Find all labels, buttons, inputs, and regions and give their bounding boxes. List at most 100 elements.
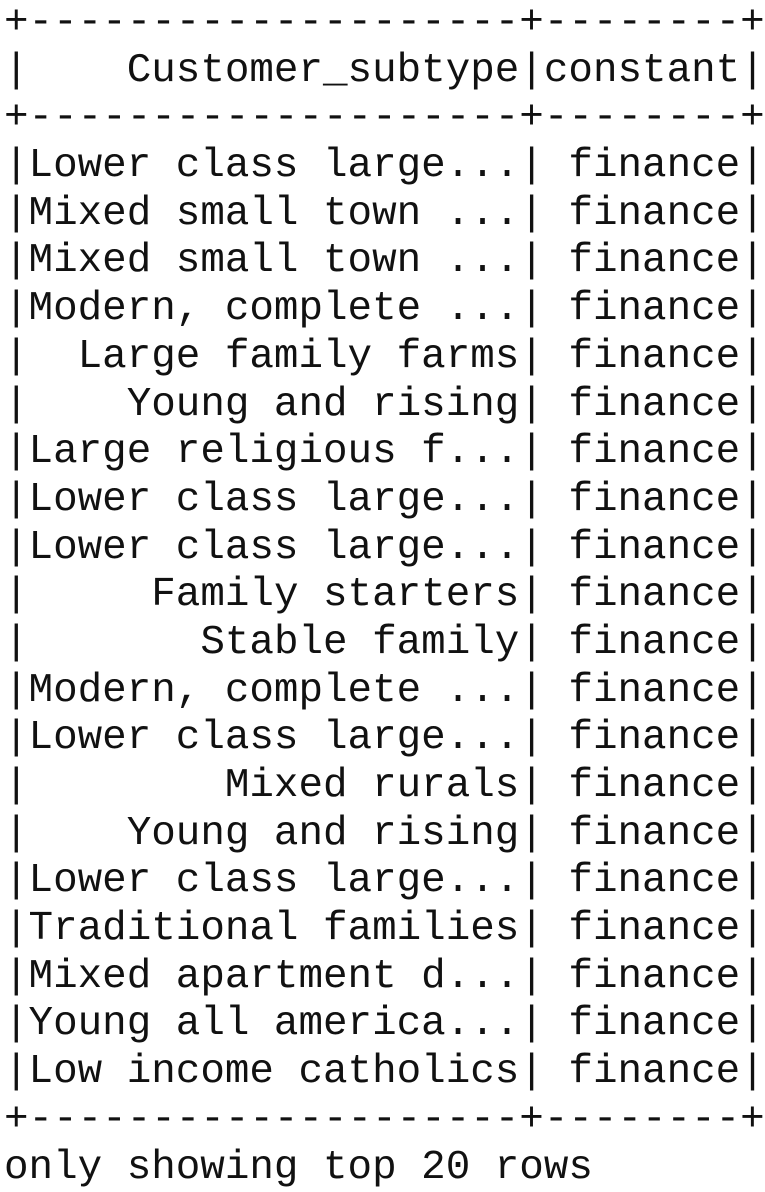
table-row: | Stable family| finance|	[4, 620, 765, 668]
column-separator: |	[740, 382, 765, 428]
column-separator: |	[519, 858, 544, 904]
cell-pad	[544, 763, 569, 809]
table-row: |Mixed apartment d...| finance|	[4, 954, 765, 1002]
cell-constant: finance	[568, 1049, 740, 1095]
cell-constant: finance	[568, 286, 740, 332]
table-row: |Low income catholics| finance|	[4, 1049, 765, 1097]
cell-customer-subtype: Low income catholics	[29, 1049, 520, 1095]
column-separator: |	[519, 477, 544, 523]
cell-pad	[29, 572, 152, 618]
column-separator: |	[519, 620, 544, 666]
table-row: |Lower class large...| finance|	[4, 525, 765, 573]
column-separator: |	[519, 48, 544, 94]
column-separator: |	[4, 429, 29, 475]
table-row: | Large family farms| finance|	[4, 334, 765, 382]
column-separator: |	[519, 525, 544, 571]
table-row: | Young and rising| finance|	[4, 811, 765, 859]
cell-constant: finance	[568, 429, 740, 475]
column-separator: |	[519, 382, 544, 428]
column-separator: |	[519, 334, 544, 380]
cell-pad	[544, 191, 569, 237]
table-row: | Family starters| finance|	[4, 572, 765, 620]
table-row: |Large religious f...| finance|	[4, 429, 765, 477]
column-separator: |	[4, 668, 29, 714]
cell-customer-subtype: Young and rising	[127, 811, 520, 857]
column-separator: |	[519, 286, 544, 332]
cell-pad	[544, 858, 569, 904]
column-separator: |	[519, 906, 544, 952]
cell-customer-subtype: Large religious f...	[29, 429, 520, 475]
table-row: | Mixed rurals| finance|	[4, 763, 765, 811]
cell-pad	[544, 477, 569, 523]
cell-pad	[544, 668, 569, 714]
table-row: |Mixed small town ...| finance|	[4, 238, 765, 286]
column-separator: |	[519, 715, 544, 761]
cell-customer-subtype: Mixed small town ...	[29, 191, 520, 237]
column-separator: |	[740, 1001, 765, 1047]
cell-constant: finance	[568, 143, 740, 189]
cell-customer-subtype: Young all america...	[29, 1001, 520, 1047]
cell-customer-subtype: Young and rising	[127, 382, 520, 428]
header-pad	[29, 48, 127, 94]
column-separator: |	[740, 572, 765, 618]
cell-customer-subtype: Lower class large...	[29, 143, 520, 189]
cell-pad	[544, 525, 569, 571]
column-separator: |	[740, 191, 765, 237]
cell-pad	[29, 334, 78, 380]
table-body: |Lower class large...| finance||Mixed sm…	[4, 143, 765, 1097]
cell-pad	[29, 620, 201, 666]
column-separator: |	[4, 763, 29, 809]
cell-constant: finance	[568, 382, 740, 428]
cell-constant: finance	[568, 715, 740, 761]
table-row: |Modern, complete ...| finance|	[4, 668, 765, 716]
table-row: |Traditional families| finance|	[4, 906, 765, 954]
cell-constant: finance	[568, 525, 740, 571]
column-separator: |	[4, 1049, 29, 1095]
cell-pad	[29, 382, 127, 428]
cell-customer-subtype: Stable family	[200, 620, 519, 666]
cell-customer-subtype: Mixed apartment d...	[29, 954, 520, 1000]
table-row: |Young all america...| finance|	[4, 1001, 765, 1049]
cell-constant: finance	[568, 572, 740, 618]
column-separator: |	[4, 525, 29, 571]
cell-constant: finance	[568, 811, 740, 857]
column-separator: |	[519, 143, 544, 189]
column-separator: |	[519, 811, 544, 857]
column-separator: |	[740, 620, 765, 666]
cell-customer-subtype: Lower class large...	[29, 715, 520, 761]
column-separator: |	[740, 286, 765, 332]
cell-pad	[29, 763, 225, 809]
table-row: |Lower class large...| finance|	[4, 858, 765, 906]
cell-pad	[544, 811, 569, 857]
column-separator: |	[519, 1001, 544, 1047]
console-output: +--------------------+--------+| Custome…	[4, 0, 765, 1192]
column-separator: |	[4, 238, 29, 284]
cell-customer-subtype: Modern, complete ...	[29, 286, 520, 332]
column-separator: |	[740, 858, 765, 904]
cell-customer-subtype: Family starters	[151, 572, 519, 618]
column-separator: |	[519, 429, 544, 475]
column-separator: |	[519, 572, 544, 618]
cell-constant: finance	[568, 238, 740, 284]
column-separator: |	[740, 334, 765, 380]
cell-pad	[544, 1049, 569, 1095]
column-separator: |	[519, 191, 544, 237]
column-separator: |	[4, 143, 29, 189]
cell-pad	[544, 334, 569, 380]
cell-customer-subtype: Mixed rurals	[225, 763, 519, 809]
column-separator: |	[519, 954, 544, 1000]
table-row: |Modern, complete ...| finance|	[4, 286, 765, 334]
cell-pad	[544, 238, 569, 284]
column-separator: |	[4, 191, 29, 237]
column-separator: |	[740, 525, 765, 571]
table-bottom-border: +--------------------+--------+	[4, 1097, 765, 1145]
column-separator: |	[740, 238, 765, 284]
cell-pad	[544, 143, 569, 189]
column-separator: |	[740, 811, 765, 857]
cell-customer-subtype: Modern, complete ...	[29, 668, 520, 714]
cell-constant: finance	[568, 334, 740, 380]
column-separator: |	[4, 477, 29, 523]
column-separator: |	[4, 572, 29, 618]
cell-constant: finance	[568, 954, 740, 1000]
table-header-border: +--------------------+--------+	[4, 95, 765, 143]
